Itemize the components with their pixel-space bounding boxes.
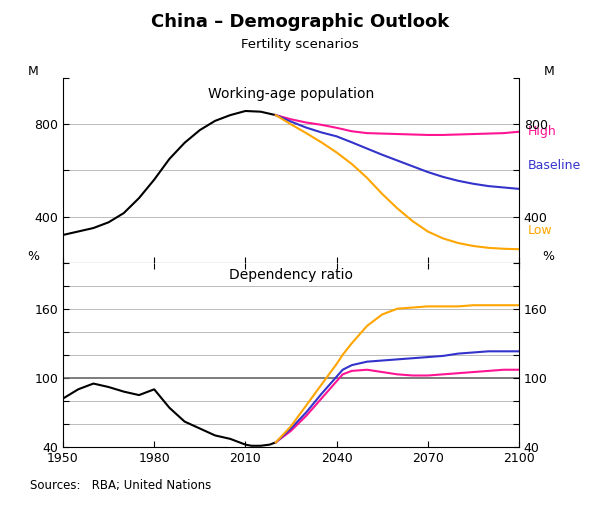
Text: M: M [543,65,554,78]
Text: Dependency ratio: Dependency ratio [229,268,353,282]
Text: M: M [28,65,39,78]
Text: Low: Low [528,224,553,237]
Text: China – Demographic Outlook: China – Demographic Outlook [151,13,449,31]
Text: %: % [28,249,40,263]
Text: Working-age population: Working-age population [208,87,374,102]
Text: Sources:   RBA; United Nations: Sources: RBA; United Nations [30,479,211,492]
Text: High: High [528,125,557,138]
Text: Fertility scenarios: Fertility scenarios [241,38,359,51]
Text: Baseline: Baseline [528,160,581,172]
Text: %: % [542,249,554,263]
